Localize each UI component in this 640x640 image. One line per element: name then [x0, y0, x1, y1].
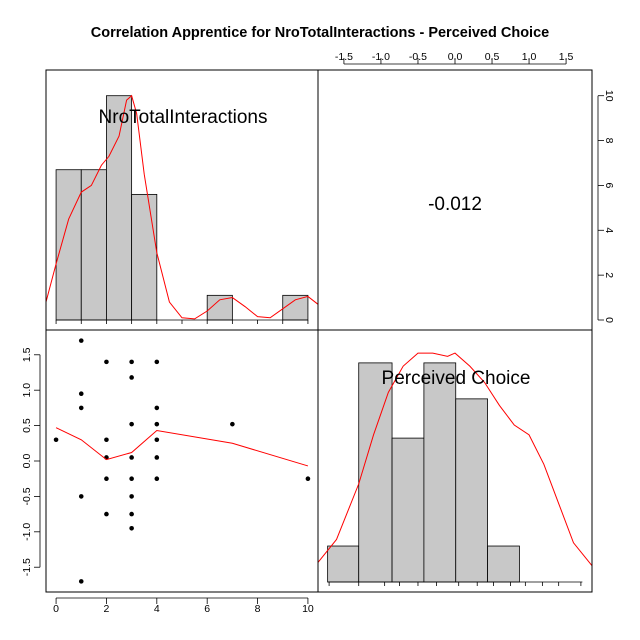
panel-border [317, 329, 593, 593]
scatter-point [129, 359, 134, 365]
top-tick-label: -0.5 [409, 51, 427, 63]
top-axis: -1.5 -1.0 -0.5 0.0 0.5 1.0 1.5 [335, 51, 574, 65]
hist-x-bar [55, 169, 82, 321]
panel-histogram-x: NroTotalInteractions [45, 94, 319, 324]
hist-y-bar [423, 362, 457, 583]
scatter-point [154, 437, 160, 443]
bottom-tick-label: 0 [53, 603, 59, 615]
top-tick-label: -1.5 [335, 51, 353, 63]
scatter-point [104, 359, 109, 365]
right-tick-label: 8 [603, 138, 615, 144]
scatter-point [129, 476, 134, 482]
hist-x-bar [106, 95, 133, 321]
scatter-point [104, 437, 109, 443]
scatter-point [154, 421, 160, 427]
correlation-value: -0.012 [428, 194, 482, 215]
scatter-point [104, 476, 109, 482]
left-tick-label: -1.5 [21, 558, 33, 576]
density-x-line [45, 94, 319, 320]
scatter-point [129, 525, 134, 531]
right-tick-label: 2 [603, 272, 615, 278]
scatter-point [78, 391, 84, 397]
scatter-point [154, 455, 160, 460]
hist-x-bar [80, 169, 107, 321]
bottom-tick-label: 10 [302, 603, 314, 615]
top-tick-label: 1.0 [522, 51, 537, 63]
right-axis: 0 2 4 6 8 10 [597, 90, 615, 323]
hist-y-bar [455, 398, 488, 583]
panel-border [45, 329, 319, 593]
scatter-point [78, 579, 84, 584]
hist-x-bar [282, 294, 309, 321]
diag-label-y: Perceived Choice [382, 368, 531, 389]
chart-title: Correlation Apprentice for NroTotalInter… [91, 25, 549, 41]
bottom-tick-label: 4 [154, 603, 160, 615]
left-axis: -1.5 -1.0 -0.5 0.0 0.5 1.0 1.5 [21, 347, 41, 576]
scatter-point [154, 405, 160, 411]
scatter-point [78, 338, 84, 343]
top-tick-label: -1.0 [372, 51, 390, 63]
top-tick-label: 0.5 [485, 51, 500, 63]
panel-correlation: -0.012 [428, 194, 482, 215]
scatter-point [104, 511, 109, 517]
scatter-point [78, 494, 84, 499]
bottom-tick-label: 8 [255, 603, 261, 615]
left-tick-label: 0.5 [21, 418, 33, 433]
bottom-tick-label: 6 [204, 603, 210, 615]
scatter-point [129, 421, 134, 427]
density-y-line [317, 352, 593, 566]
top-tick-label: 0.0 [448, 51, 463, 63]
hist-y-bar [327, 545, 360, 583]
hist-y-bar [391, 437, 425, 583]
scatter-point [78, 405, 84, 411]
diag-label-x: NroTotalInteractions [99, 107, 268, 128]
scatter-point [53, 437, 59, 443]
scatter-point [154, 359, 160, 365]
left-tick-label: -0.5 [21, 487, 33, 505]
scatter-point [129, 455, 134, 460]
panel-scatter [53, 338, 311, 584]
bottom-axis: 0 2 4 6 8 10 [53, 597, 314, 615]
scatter-point [129, 375, 134, 380]
scatter-point [305, 476, 311, 482]
left-tick-label: 1.5 [21, 347, 33, 362]
right-tick-label: 0 [603, 317, 615, 323]
panel-histogram-y: Perceived Choice [317, 352, 593, 586]
right-tick-label: 6 [603, 182, 615, 188]
bottom-tick-label: 2 [104, 603, 110, 615]
left-tick-label: 0.0 [21, 454, 33, 469]
scatter-point [129, 494, 134, 499]
scatter-point [230, 421, 235, 427]
hist-y-bar [487, 545, 520, 583]
left-tick-label: -1.0 [21, 523, 33, 541]
scatter-point [154, 476, 160, 482]
smooth-line [55, 427, 309, 467]
hist-y-bar [358, 362, 393, 583]
hist-x-bar [131, 193, 158, 321]
left-tick-label: 1.0 [21, 383, 33, 398]
scatter-point [129, 511, 134, 517]
top-tick-label: 1.5 [559, 51, 574, 63]
right-tick-label: 10 [603, 90, 615, 102]
right-tick-label: 4 [603, 227, 615, 233]
